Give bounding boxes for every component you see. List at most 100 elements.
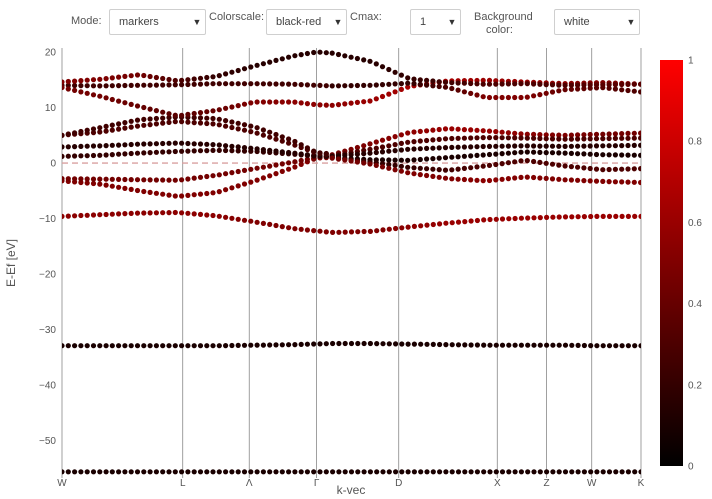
band-marker <box>216 469 222 475</box>
band-marker <box>486 151 493 158</box>
band-marker <box>128 343 134 349</box>
band-marker <box>638 130 641 136</box>
band-marker <box>128 177 134 183</box>
band-marker <box>286 149 292 156</box>
band-marker <box>241 167 248 173</box>
band-marker <box>348 54 354 60</box>
band-marker <box>267 134 273 140</box>
band-marker <box>323 469 329 475</box>
band-marker <box>179 112 185 118</box>
y-axis-ticks: 20 10 0 −10 −20 −30 −40 −50 <box>39 48 56 448</box>
band-marker <box>273 171 279 177</box>
band-marker <box>286 136 292 142</box>
band-marker <box>575 342 581 348</box>
band-marker <box>210 173 216 179</box>
band-marker <box>109 75 115 81</box>
band-marker <box>97 125 103 131</box>
band-marker <box>455 80 461 86</box>
band-marker <box>134 72 141 78</box>
band-marker <box>593 178 600 184</box>
band-marker <box>292 81 298 87</box>
band-marker <box>210 343 216 349</box>
band-marker <box>424 77 430 83</box>
band-marker <box>292 150 298 156</box>
band-marker <box>197 115 204 121</box>
band-marker <box>405 341 411 347</box>
colorbar-tick-label: 0.6 <box>688 218 702 229</box>
band-marker <box>600 136 606 142</box>
band-marker <box>506 342 512 348</box>
band-marker <box>342 229 348 235</box>
kpoint-lines <box>61 48 642 478</box>
band-marker <box>342 53 348 59</box>
band-marker <box>405 80 411 86</box>
band-marker <box>449 154 455 160</box>
band-marker <box>348 100 354 106</box>
band-marker <box>625 81 631 87</box>
band-marker <box>612 166 619 172</box>
band-marker <box>116 184 122 190</box>
band-marker <box>606 131 612 137</box>
band-marker <box>241 66 248 72</box>
band-marker <box>367 146 373 152</box>
band-marker <box>128 150 134 157</box>
band-marker <box>153 115 159 122</box>
band-marker <box>417 77 423 83</box>
band-marker <box>468 153 474 159</box>
band-marker <box>248 64 254 70</box>
band-marker <box>575 151 581 157</box>
x-tick-label: K <box>638 478 645 489</box>
band-marker <box>179 469 185 475</box>
band-marker <box>587 131 593 138</box>
band-marker <box>254 165 260 171</box>
band-marker <box>437 221 443 227</box>
colorscale-select[interactable]: black-red ▼ <box>266 9 347 35</box>
band-marker <box>197 343 204 349</box>
band-marker <box>197 469 204 475</box>
band-marker <box>354 144 360 151</box>
band-marker <box>78 89 84 95</box>
band-marker <box>90 212 97 218</box>
band-marker <box>499 135 505 141</box>
band-marker <box>543 90 549 96</box>
band-marker <box>493 216 499 222</box>
band-marker <box>619 179 625 185</box>
band-marker <box>600 178 606 184</box>
band-marker <box>122 176 128 183</box>
band-marker <box>153 177 159 183</box>
band-marker <box>248 129 254 135</box>
band-marker <box>286 160 292 166</box>
band-marker <box>62 213 65 219</box>
band-marker <box>109 469 115 475</box>
band-marker <box>449 220 455 226</box>
band-marker <box>593 131 600 137</box>
band-marker <box>518 81 524 87</box>
y-tick-label: 10 <box>45 103 57 114</box>
band-marker <box>279 99 285 105</box>
band-marker <box>417 165 423 171</box>
band-marker <box>518 143 524 149</box>
band-marker <box>134 117 141 123</box>
band-marker <box>568 82 575 88</box>
band-marker <box>379 93 386 100</box>
band-marker <box>600 152 606 158</box>
band-marker <box>298 161 304 167</box>
band-marker <box>625 166 631 172</box>
band-marker <box>216 147 222 153</box>
band-marker <box>292 142 298 148</box>
band-marker <box>179 210 185 216</box>
band-marker <box>72 78 78 84</box>
band-marker <box>153 82 159 88</box>
band-marker <box>531 174 537 181</box>
band-marker <box>405 469 411 475</box>
band-marker <box>531 81 537 87</box>
band-marker <box>524 143 530 149</box>
mode-select[interactable]: markers ▼ <box>109 9 206 35</box>
band-marker <box>122 120 128 126</box>
band-marker <box>311 82 317 88</box>
colorbar-tick-label: 1 <box>688 56 694 67</box>
background-color-select[interactable]: white ▼ <box>554 9 640 35</box>
cmax-select[interactable]: 1 ▼ <box>410 9 461 35</box>
band-marker <box>468 177 474 183</box>
band-marker <box>612 135 619 141</box>
